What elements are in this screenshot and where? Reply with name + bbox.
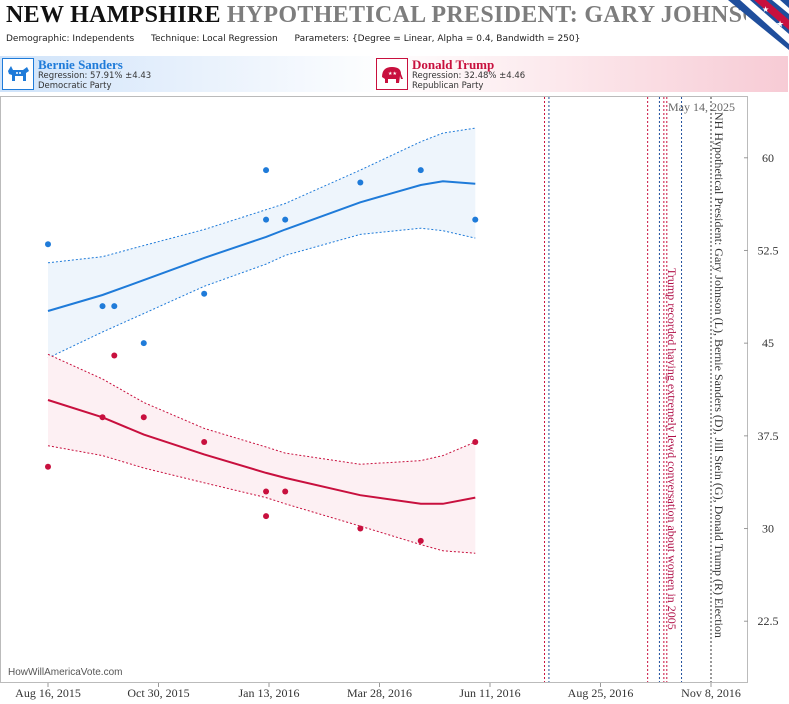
event-annotation: Trump recorded having extremely lewd con…: [665, 268, 679, 630]
dem-poll-point: [282, 216, 289, 223]
rep-regression: Regression: 32.48% ±4.46: [412, 71, 526, 81]
rep-confidence-band: [48, 354, 476, 554]
svg-text:★: ★: [776, 20, 784, 30]
rep-poll-point: [263, 513, 270, 520]
date-label: May 14, 2025: [668, 100, 735, 114]
dem-poll-point: [357, 179, 364, 186]
rep-poll-point: [263, 488, 270, 495]
chart-title: NEW HAMPSHIRE HYPOTHETICAL PRESIDENT: GAR…: [6, 2, 746, 34]
title-matchup: HYPOTHETICAL PRESIDENT: GARY JOHNSON: [226, 2, 746, 28]
donkey-icon: [2, 58, 34, 90]
dem-upper-bound: [47, 127, 476, 264]
rep-poll-point: [99, 414, 106, 421]
plot-frame: [0, 96, 748, 683]
rep-upper-bound: [47, 353, 476, 465]
dem-poll-point: [111, 303, 118, 310]
rep-lower-bound: [47, 445, 476, 554]
watermark: HowWillAmericaVote.com: [8, 667, 123, 678]
demographic-label: Demographic: Independents: [6, 34, 135, 44]
rep-poll-point: [111, 352, 118, 359]
dem-poll-point: [99, 303, 106, 310]
x-tick-label: Aug 25, 2016: [568, 686, 634, 700]
dem-lower-bound: [47, 227, 476, 359]
dem-poll-point: [472, 216, 479, 223]
svg-text:★: ★: [762, 5, 769, 14]
x-tick-label: Jun 11, 2016: [459, 686, 520, 700]
x-tick-label: Aug 16, 2015: [15, 686, 81, 700]
legend-republican: ★★ Donald Trump Regression: 32.48% ±4.46…: [374, 56, 788, 92]
y-tick-label: 60: [762, 151, 774, 165]
election-side-label: NH Hypothetical President: Gary Johnson …: [712, 112, 726, 638]
technique-label: Technique: Local Regression: [151, 34, 278, 44]
rep-party: Republican Party: [412, 81, 484, 91]
title-state: NEW HAMPSHIRE: [6, 2, 221, 28]
x-tick-label: Mar 28, 2016: [347, 686, 412, 700]
rep-poll-point: [45, 463, 51, 470]
dem-confidence-band: [48, 128, 476, 358]
x-tick-label: Oct 30, 2015: [127, 686, 189, 700]
flag-logo: ★ ★: [714, 0, 789, 50]
x-tick-label: Nov 8, 2016: [681, 686, 741, 700]
rep-poll-point: [140, 414, 147, 421]
dem-candidate-name: Bernie Sanders: [38, 57, 123, 72]
legend-democrat: Bernie Sanders Regression: 57.91% ±4.43 …: [0, 56, 394, 92]
y-tick-label: 45: [762, 336, 774, 350]
y-tick-label: 30: [762, 522, 774, 536]
elephant-icon: ★★: [376, 58, 408, 90]
y-tick-label: 22.5: [758, 614, 779, 628]
dem-party: Democratic Party: [38, 81, 112, 91]
dem-poll-point: [201, 290, 208, 297]
rep-poll-point: [472, 439, 479, 446]
parameters-label: Parameters: {Degree = Linear, Alpha = 0.…: [294, 34, 581, 44]
dem-poll-point: [417, 167, 424, 174]
parameters-row: Demographic: Independents Technique: Loc…: [6, 34, 594, 44]
y-tick-label: 52.5: [758, 243, 779, 257]
rep-poll-point: [357, 525, 364, 532]
rep-poll-point: [282, 488, 289, 495]
dem-poll-point: [263, 167, 270, 174]
rep-trend-line: [47, 399, 476, 505]
rep-candidate-name: Donald Trump: [412, 57, 495, 72]
dem-regression: Regression: 57.91% ±4.43: [38, 71, 152, 81]
dem-poll-point: [45, 241, 51, 248]
rep-poll-point: [201, 439, 208, 446]
rep-poll-point: [417, 537, 424, 544]
dem-trend-line: [47, 180, 476, 312]
dem-poll-point: [263, 216, 270, 223]
y-tick-label: 37.5: [758, 429, 779, 443]
dem-poll-point: [140, 340, 147, 347]
x-tick-label: Jan 13, 2016: [239, 686, 300, 700]
svg-text:★★: ★★: [388, 71, 397, 77]
